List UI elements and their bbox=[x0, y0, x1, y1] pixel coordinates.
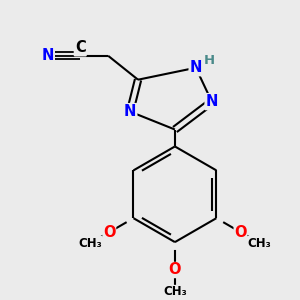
Text: O: O bbox=[169, 262, 181, 278]
Text: CH₃: CH₃ bbox=[79, 237, 102, 250]
Text: N: N bbox=[124, 104, 136, 119]
Text: O: O bbox=[103, 225, 116, 240]
Text: O: O bbox=[234, 225, 247, 240]
Text: CH₃: CH₃ bbox=[163, 285, 187, 298]
Text: C: C bbox=[75, 40, 86, 55]
Text: CH₃: CH₃ bbox=[248, 237, 271, 250]
Text: H: H bbox=[204, 54, 215, 67]
Text: N: N bbox=[206, 94, 218, 109]
Text: N: N bbox=[190, 60, 202, 75]
Text: N: N bbox=[41, 48, 54, 63]
